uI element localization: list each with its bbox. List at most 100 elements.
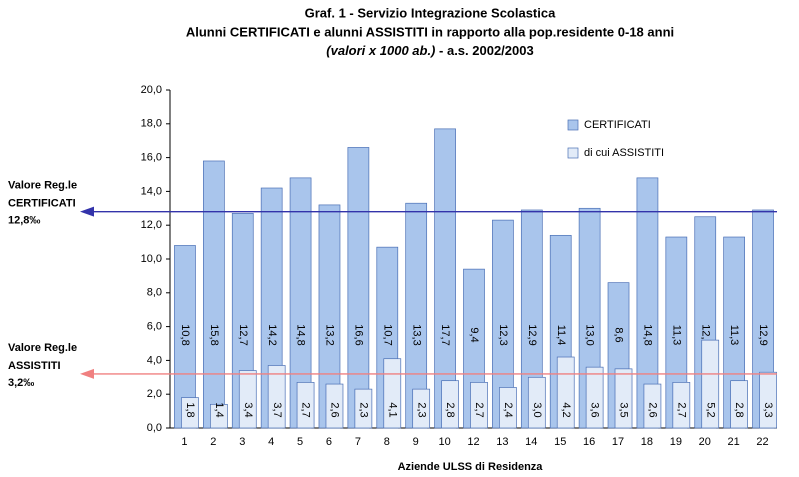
x-tick-label: 14 bbox=[525, 436, 537, 448]
x-tick-label: 20 bbox=[699, 436, 711, 448]
value-label: 12,3 bbox=[497, 324, 509, 345]
value-label: 1,8 bbox=[184, 402, 196, 417]
value-label: 17,7 bbox=[439, 324, 451, 345]
value-label: 14,2 bbox=[266, 324, 278, 345]
bar bbox=[210, 403, 228, 429]
reference-label: CERTIFICATI bbox=[8, 198, 76, 210]
x-tick-label: 4 bbox=[268, 436, 274, 448]
bar bbox=[614, 368, 633, 429]
x-tick-label: 15 bbox=[554, 436, 566, 448]
y-tick-label: 8,0 bbox=[147, 287, 162, 299]
reference-value: 3,2‰ bbox=[8, 377, 34, 389]
legend-label: CERTIFICATI bbox=[584, 119, 651, 131]
bar bbox=[238, 370, 257, 429]
value-label: 11,4 bbox=[555, 325, 567, 346]
reference-label: ASSISTITI bbox=[8, 360, 61, 372]
bar bbox=[354, 388, 373, 429]
x-tick-label: 21 bbox=[728, 436, 740, 448]
value-label: 11,3 bbox=[670, 325, 682, 346]
bar bbox=[441, 380, 459, 429]
value-label: 10,8 bbox=[179, 324, 191, 345]
y-tick-label: 0,0 bbox=[147, 422, 162, 434]
bar bbox=[296, 382, 315, 429]
value-label: 13,0 bbox=[584, 324, 596, 345]
value-label: 4,2 bbox=[560, 402, 572, 417]
x-tick-label: 18 bbox=[641, 436, 653, 448]
x-tick-label: 8 bbox=[384, 436, 390, 448]
chart-title: Alunni CERTIFICATI e alunni ASSISTITI in… bbox=[186, 24, 674, 39]
value-label: 10,7 bbox=[381, 324, 393, 345]
reference-label: Valore Reg.le bbox=[8, 180, 77, 192]
x-tick-label: 12 bbox=[467, 436, 479, 448]
value-label: 12,9 bbox=[757, 324, 769, 345]
value-label: 3,4 bbox=[242, 402, 254, 417]
y-tick-label: 2,0 bbox=[147, 388, 162, 400]
x-tick-label: 10 bbox=[438, 436, 450, 448]
value-label: 12,7 bbox=[237, 324, 249, 345]
reference-arrow bbox=[80, 206, 94, 217]
reference-arrow bbox=[80, 368, 94, 379]
value-label: 2,7 bbox=[675, 402, 687, 417]
value-label: 12,9 bbox=[526, 324, 538, 345]
reference-value: 12,8‰ bbox=[8, 215, 40, 227]
x-tick-label: 17 bbox=[612, 436, 624, 448]
x-tick-label: 22 bbox=[756, 436, 768, 448]
value-label: 2,7 bbox=[300, 402, 312, 417]
value-label: 13,2 bbox=[324, 324, 336, 345]
bar bbox=[325, 383, 344, 429]
x-tick-label: 5 bbox=[297, 436, 303, 448]
value-label: 16,6 bbox=[352, 324, 364, 345]
y-tick-label: 16,0 bbox=[141, 152, 162, 164]
value-label: 3,7 bbox=[271, 402, 283, 417]
value-label: 2,7 bbox=[473, 402, 485, 417]
x-tick-label: 19 bbox=[670, 436, 682, 448]
value-label: 14,8 bbox=[295, 324, 307, 345]
value-label: 4,1 bbox=[386, 402, 398, 417]
y-tick-label: 20,0 bbox=[141, 84, 162, 96]
x-tick-label: 9 bbox=[413, 436, 419, 448]
bar bbox=[527, 376, 546, 429]
value-label: 3,5 bbox=[618, 402, 630, 417]
bar bbox=[470, 382, 488, 429]
value-label: 11,3 bbox=[728, 325, 740, 346]
bar bbox=[759, 371, 777, 429]
bar bbox=[181, 397, 199, 429]
chart-subtitle: (valori x 1000 ab.) - a.s. 2002/2003 bbox=[326, 43, 533, 58]
y-tick-label: 4,0 bbox=[147, 354, 162, 366]
bar bbox=[701, 339, 720, 429]
value-label: 15,8 bbox=[208, 324, 220, 345]
subtitle-part: (valori x 1000 ab.) bbox=[326, 43, 435, 58]
bar bbox=[672, 382, 691, 429]
value-label: 9,4 bbox=[468, 327, 480, 342]
value-label: 2,6 bbox=[647, 402, 659, 417]
y-tick-label: 14,0 bbox=[141, 185, 162, 197]
bar bbox=[412, 388, 431, 429]
bar bbox=[347, 147, 370, 429]
chart-title: Graf. 1 - Servizio Integrazione Scolasti… bbox=[305, 5, 556, 20]
bar bbox=[383, 358, 402, 429]
bar bbox=[203, 160, 225, 429]
value-label: 2,3 bbox=[357, 402, 369, 417]
value-label: 3,0 bbox=[531, 402, 543, 417]
value-label: 2,6 bbox=[329, 402, 341, 417]
value-label: 8,6 bbox=[613, 327, 625, 342]
bar bbox=[643, 383, 662, 429]
y-tick-label: 12,0 bbox=[141, 219, 162, 231]
value-label: 2,4 bbox=[502, 402, 514, 417]
legend-label: di cui ASSISTITI bbox=[584, 147, 664, 159]
x-tick-label: 2 bbox=[210, 436, 216, 448]
x-tick-label: 13 bbox=[496, 436, 508, 448]
value-label: 5,2 bbox=[704, 402, 716, 417]
legend-swatch bbox=[567, 119, 579, 131]
value-label: 13,3 bbox=[410, 324, 422, 345]
reference-label: Valore Reg.le bbox=[8, 342, 77, 354]
value-label: 2,3 bbox=[415, 402, 427, 417]
value-label: 1,4 bbox=[213, 402, 225, 417]
value-label: 14,8 bbox=[642, 324, 654, 345]
value-label: 3,3 bbox=[762, 402, 774, 417]
x-tick-label: 7 bbox=[355, 436, 361, 448]
value-label: 2,8 bbox=[444, 402, 456, 417]
bar bbox=[556, 356, 575, 429]
subtitle-part: - a.s. 2002/2003 bbox=[435, 43, 533, 58]
